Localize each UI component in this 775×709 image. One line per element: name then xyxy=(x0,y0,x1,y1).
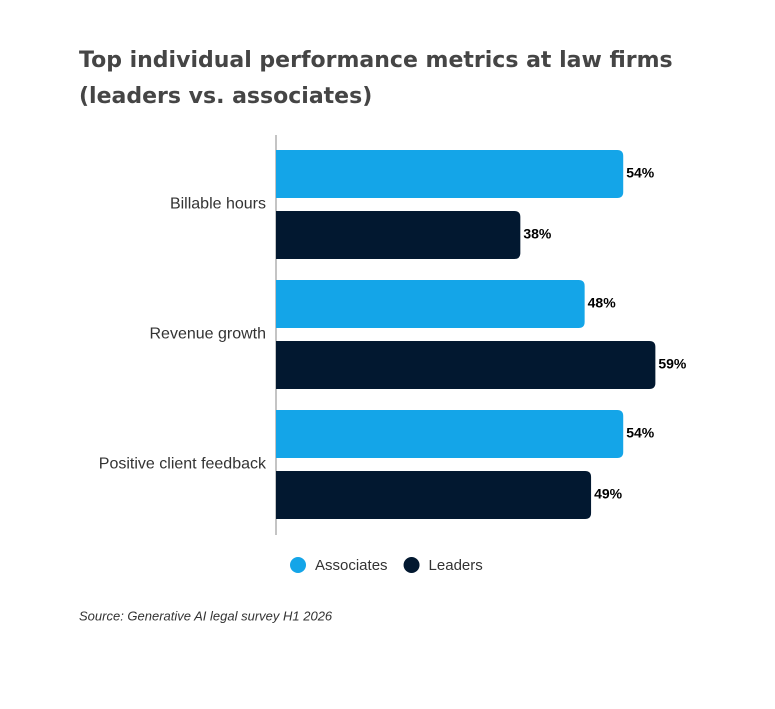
value-label: 38% xyxy=(523,226,552,242)
bar xyxy=(276,150,624,198)
value-label: 54% xyxy=(626,165,655,181)
bar xyxy=(276,211,521,259)
legend-label: Associates xyxy=(315,557,388,574)
value-label: 49% xyxy=(594,486,623,502)
legend-label: Leaders xyxy=(429,557,483,574)
bar xyxy=(276,410,624,458)
source: Source: Generative AI legal survey H1 20… xyxy=(79,608,333,623)
category-label: Positive client feedback xyxy=(99,456,267,473)
category-label: Billable hours xyxy=(170,196,266,213)
bar xyxy=(276,471,592,519)
legend-marker xyxy=(403,557,420,573)
chart-title: Top individual performance metrics at la… xyxy=(79,48,673,73)
value-label: 48% xyxy=(588,295,617,311)
chart-subtitle: (leaders vs. associates) xyxy=(79,84,372,109)
legend-marker xyxy=(290,557,306,573)
value-label: 54% xyxy=(626,425,655,441)
category-label: Revenue growth xyxy=(149,326,266,343)
bar xyxy=(276,341,656,389)
bar xyxy=(276,280,585,328)
value-label: 59% xyxy=(658,356,687,372)
